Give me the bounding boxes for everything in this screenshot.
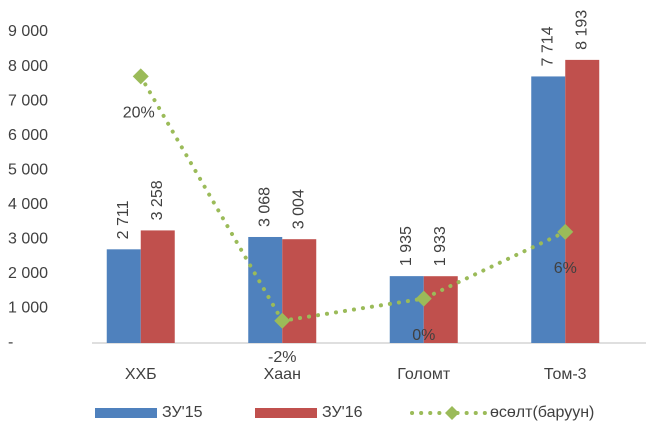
bar-value-label: 8 193 [573, 10, 590, 50]
bar [565, 59, 600, 344]
bar-value-label: 7 714 [539, 26, 556, 66]
bar-value-label: 1 935 [398, 226, 415, 266]
y-tick-label: 8 000 [8, 58, 48, 75]
growth-marker [557, 223, 574, 240]
y-tick-label: 2 000 [8, 265, 48, 282]
bar-value-label: 3 004 [290, 189, 307, 229]
legend-swatch [255, 408, 317, 418]
y-tick-label: 7 000 [8, 92, 48, 109]
legend-label: өсөлт(баруун) [490, 404, 594, 421]
growth-marker [132, 68, 149, 85]
x-tick-label: ХХБ [125, 366, 157, 383]
bar [282, 239, 317, 343]
growth-line [138, 74, 568, 323]
growth-label: 20% [123, 105, 155, 122]
y-tick-label: 9 000 [8, 23, 48, 40]
legend-marker [445, 406, 459, 420]
y-tick-label: 3 000 [8, 231, 48, 248]
bar-value-label: 3 068 [256, 187, 273, 227]
growth-label: 6% [554, 260, 577, 277]
legend-swatch [95, 408, 157, 418]
growth-label: -2% [268, 349, 296, 366]
bar [140, 230, 175, 343]
growth-marker [274, 312, 291, 329]
bar [423, 276, 458, 343]
legend-label: ЗУ'16 [322, 404, 363, 421]
x-tick-label: Голомт [397, 366, 451, 383]
x-tick-label: Том-3 [544, 366, 587, 383]
bar-value-label: 3 258 [149, 180, 166, 220]
bar [531, 76, 566, 343]
y-tick-label: 6 000 [8, 127, 48, 144]
bar-value-label: 1 933 [432, 226, 449, 266]
bar-value-label: 2 711 [115, 200, 132, 239]
bar [106, 249, 141, 343]
growth-marker [415, 290, 432, 307]
y-tick-label: 5 000 [8, 161, 48, 178]
y-tick-label: 1 000 [8, 300, 48, 317]
y-tick-label: - [8, 334, 13, 351]
y-tick-label: 4 000 [8, 196, 48, 213]
bar [389, 276, 424, 343]
x-tick-label: Хаан [264, 366, 301, 383]
growth-label: 0% [412, 327, 435, 344]
legend-label: ЗУ'15 [162, 404, 203, 421]
